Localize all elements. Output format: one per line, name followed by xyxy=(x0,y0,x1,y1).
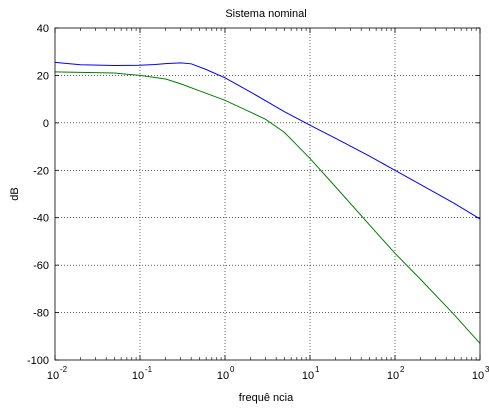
x-axis-label: frequê ncia xyxy=(239,392,294,404)
gridlines xyxy=(54,27,481,361)
x-tick-base: 10 xyxy=(302,370,314,382)
x-tick-base: 10 xyxy=(217,370,229,382)
chart-title: Sistema nominal xyxy=(225,8,306,20)
x-tick-exponent: 0 xyxy=(230,365,235,374)
x-tick-base: 10 xyxy=(387,370,399,382)
plot-area-frame xyxy=(54,27,481,361)
x-tick-label: 101 xyxy=(302,365,320,382)
series-line-1 xyxy=(54,61,481,220)
x-tick-exponent: 1 xyxy=(315,365,320,374)
y-tick-label: -100 xyxy=(27,355,49,367)
y-axis-label: dB xyxy=(9,187,21,200)
y-tick-label: 40 xyxy=(37,23,49,35)
y-tick-label: -20 xyxy=(33,165,49,177)
x-tick-exponent: -1 xyxy=(145,365,153,374)
series-lines xyxy=(54,61,481,344)
y-tick-label: -80 xyxy=(33,308,49,320)
x-tick-label: 10-2 xyxy=(47,365,68,382)
y-tick-label: -40 xyxy=(33,213,49,225)
x-tick-label: 103 xyxy=(472,365,489,382)
x-tick-label: 100 xyxy=(217,365,235,382)
series-line-2 xyxy=(54,71,481,344)
y-tick-label: -60 xyxy=(33,260,49,272)
y-tick-labels: 40 20 0 -20 -40 -60 -80 -100 xyxy=(27,23,49,367)
y-tick-label: 0 xyxy=(43,118,49,130)
x-tick-base: 10 xyxy=(472,370,484,382)
x-tick-label: 10-1 xyxy=(132,365,153,382)
y-tick-label: 20 xyxy=(37,70,49,82)
x-tick-base: 10 xyxy=(47,370,59,382)
x-tick-label: 102 xyxy=(387,365,405,382)
x-tick-exponent: -2 xyxy=(60,365,68,374)
x-tick-exponent: 3 xyxy=(485,365,489,374)
x-tick-exponent: 2 xyxy=(400,365,405,374)
x-tick-base: 10 xyxy=(132,370,144,382)
